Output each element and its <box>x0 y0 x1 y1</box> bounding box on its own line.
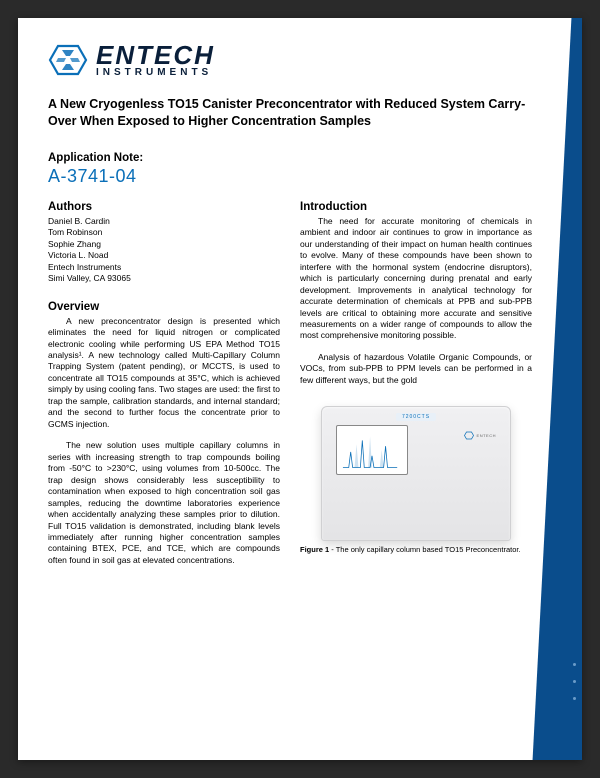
accent-dots <box>573 663 576 700</box>
author: Simi Valley, CA 93065 <box>48 273 280 284</box>
figure-caption-text: - The only capillary column based TO15 P… <box>329 545 520 554</box>
intro-p2: Analysis of hazardous Volatile Organic C… <box>300 352 532 386</box>
intro-p1: The need for accurate monitoring of chem… <box>300 216 532 342</box>
author: Sophie Zhang <box>48 239 280 250</box>
left-column: Authors Daniel B. Cardin Tom Robinson So… <box>48 201 280 577</box>
overview-p1: A new preconcentrator design is presente… <box>48 316 280 431</box>
appnote-label: Application Note: <box>48 152 532 164</box>
device-model-badge: 7200CTS <box>396 413 436 421</box>
appnote-number: A-3741-04 <box>48 166 532 187</box>
author: Entech Instruments <box>48 262 280 273</box>
brand-name: ENTECH <box>96 42 215 68</box>
author: Victoria L. Noad <box>48 250 280 261</box>
figure-caption: Figure 1 - The only capillary column bas… <box>300 545 532 554</box>
logo-icon <box>48 42 88 78</box>
authors-list: Daniel B. Cardin Tom Robinson Sophie Zha… <box>48 216 280 285</box>
device-brand-mark: ENTECH <box>464 431 496 440</box>
device-screen <box>336 425 408 475</box>
figure-1: 7200CTS ENTECH <box>300 396 532 554</box>
intro-heading: Introduction <box>300 201 532 213</box>
logo: ENTECH INSTRUMENTS <box>48 42 532 78</box>
document-page: ENTECH INSTRUMENTS A New Cryogenless TO1… <box>18 18 582 760</box>
overview-heading: Overview <box>48 301 280 313</box>
figure-label: Figure 1 <box>300 545 329 554</box>
document-title: A New Cryogenless TO15 Canister Preconce… <box>48 96 532 130</box>
authors-heading: Authors <box>48 201 280 213</box>
author: Tom Robinson <box>48 227 280 238</box>
page-content: ENTECH INSTRUMENTS A New Cryogenless TO1… <box>18 18 554 760</box>
device-image: 7200CTS ENTECH <box>300 396 532 541</box>
right-column: Introduction The need for accurate monit… <box>300 201 532 577</box>
author: Daniel B. Cardin <box>48 216 280 227</box>
logo-text: ENTECH INSTRUMENTS <box>96 42 215 78</box>
overview-p2: The new solution uses multiple capillary… <box>48 440 280 566</box>
two-column-layout: Authors Daniel B. Cardin Tom Robinson So… <box>48 201 532 577</box>
brand-sub: INSTRUMENTS <box>96 68 215 78</box>
